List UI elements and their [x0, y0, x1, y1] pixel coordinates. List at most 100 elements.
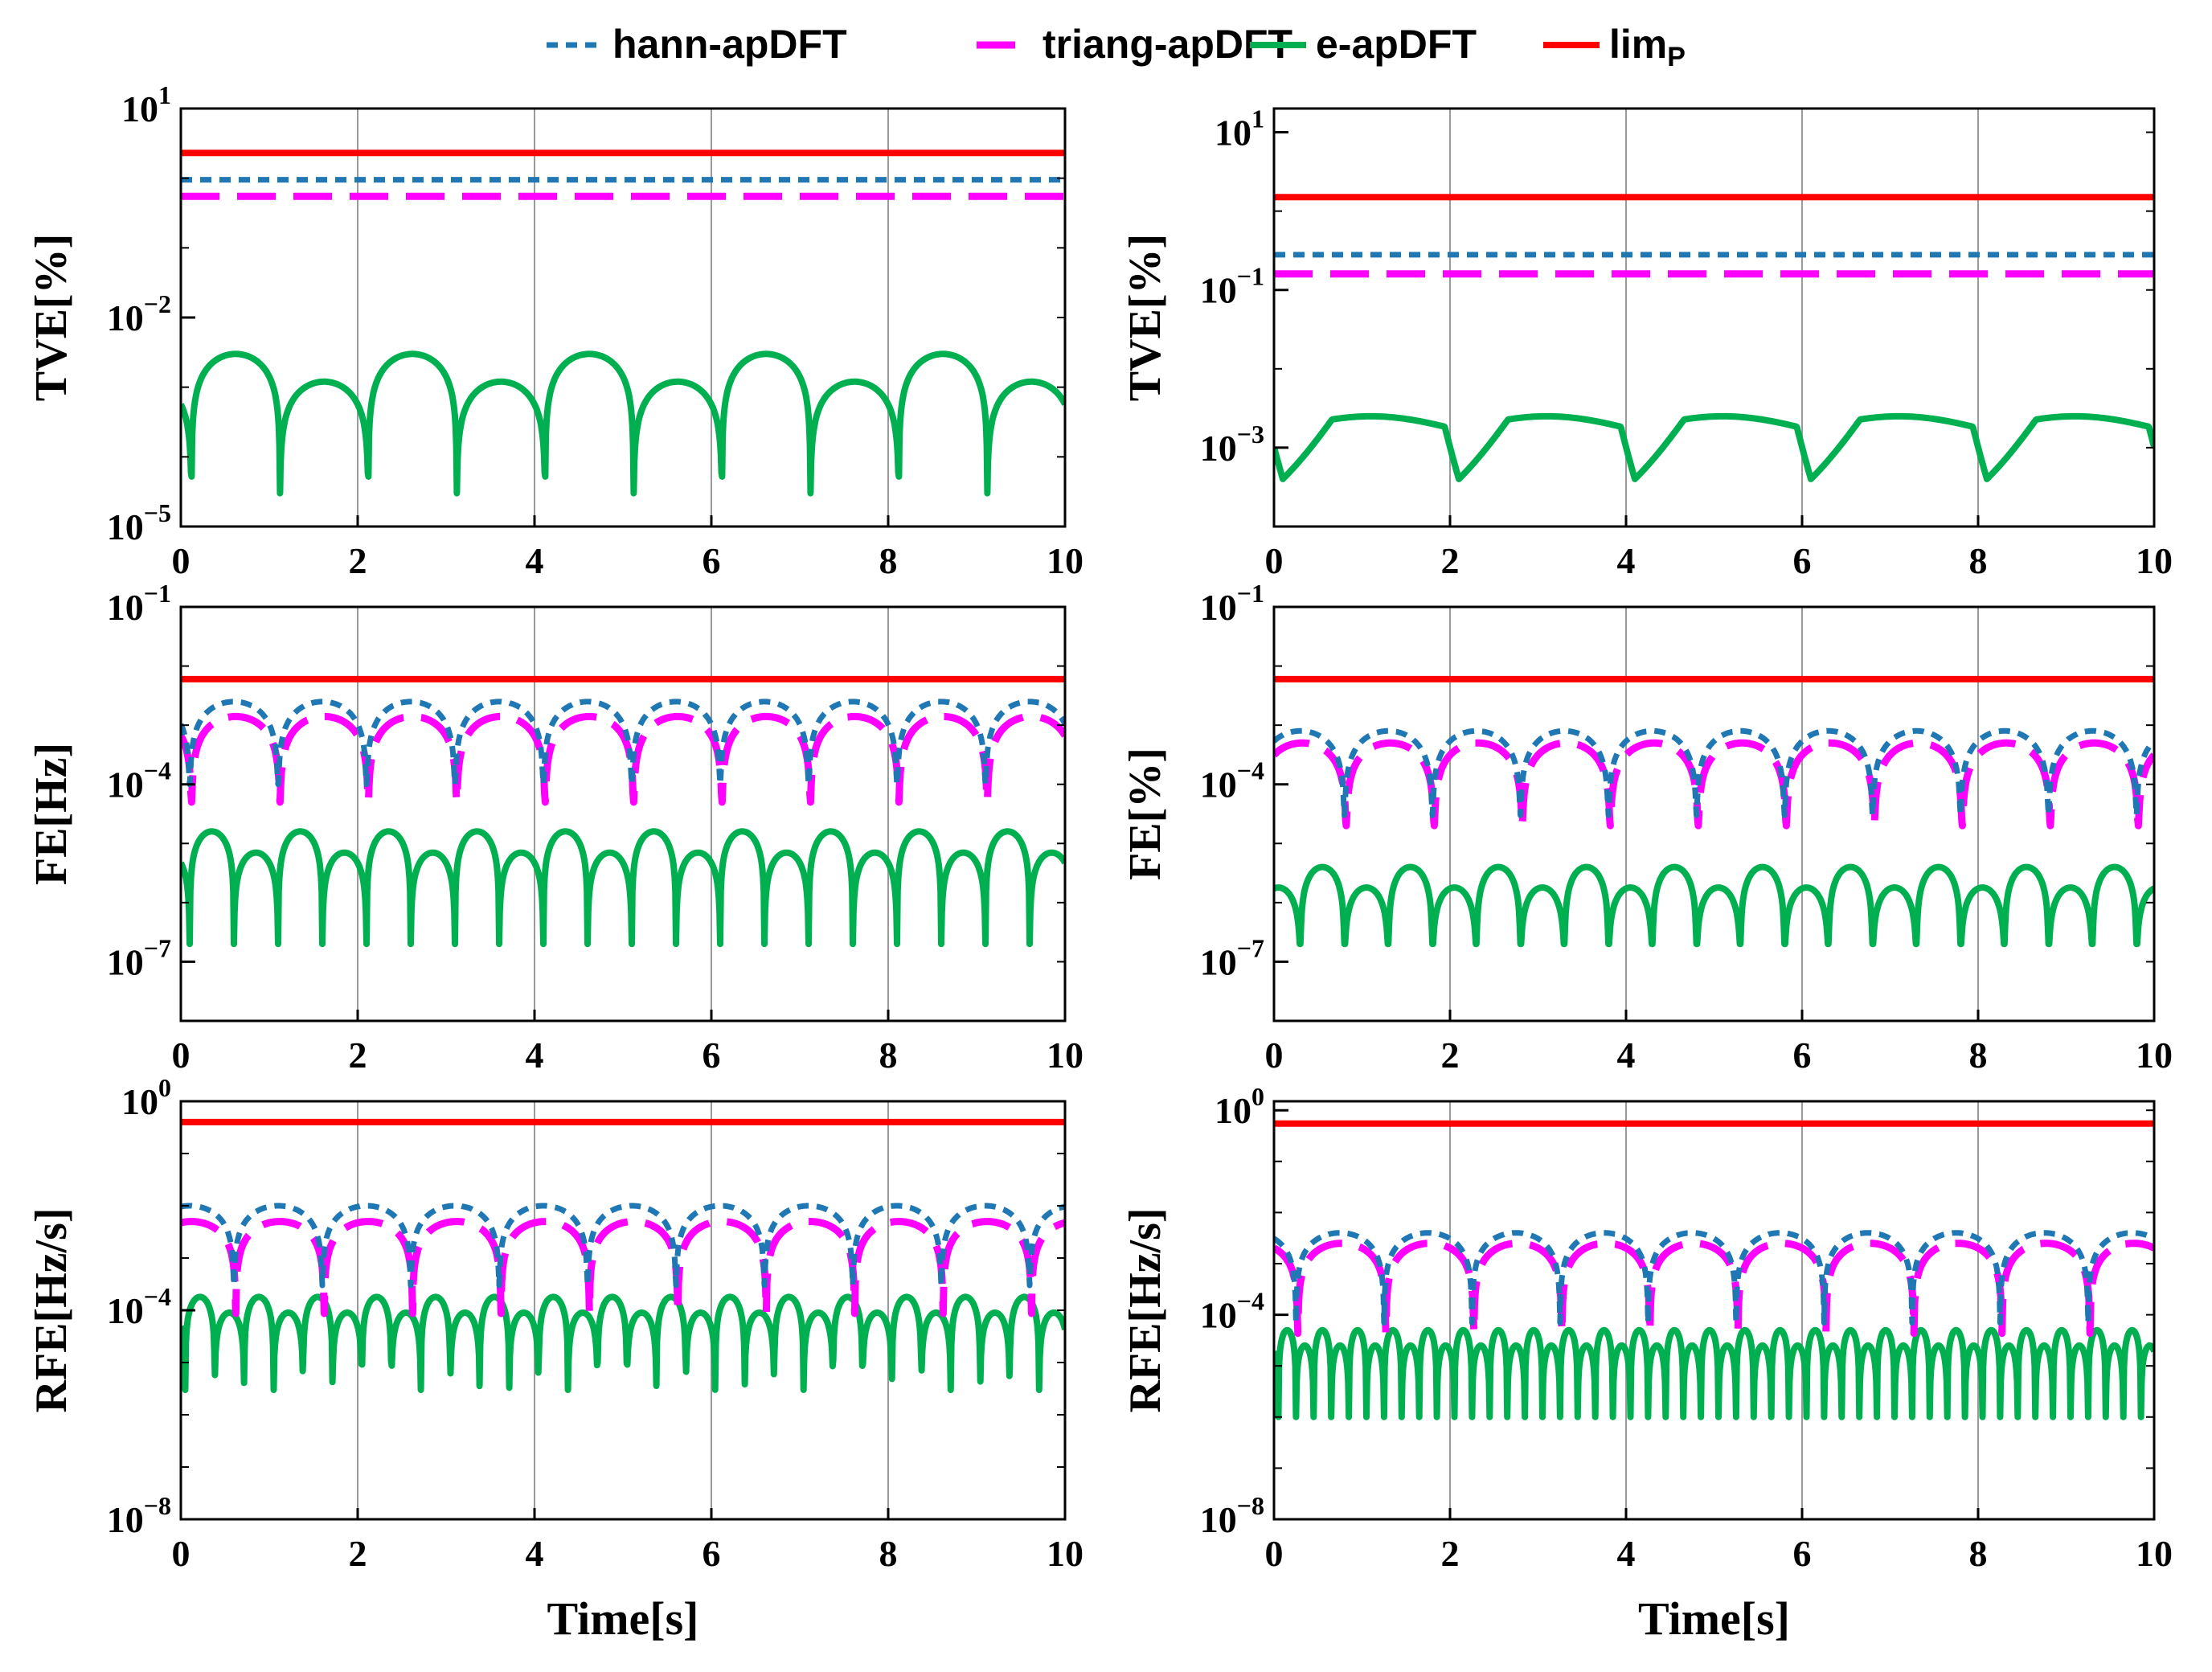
- x-tick-label: 8: [1969, 1533, 1988, 1574]
- x-tick-label: 10: [2136, 540, 2173, 581]
- x-tick-label: 6: [1793, 1035, 1812, 1076]
- plot-area: [1274, 1120, 2154, 1420]
- x-tick-label: 10: [1047, 1035, 1083, 1076]
- y-tick-label: 10−7: [1200, 933, 1264, 982]
- x-tick-label: 2: [1441, 1533, 1460, 1574]
- y-tick-label: 10−3: [1200, 420, 1264, 469]
- x-tick-label: 8: [1969, 540, 1988, 581]
- series-e: [181, 350, 1065, 497]
- series-hann: [1274, 727, 2154, 818]
- series-e: [1274, 863, 2154, 948]
- x-tick-label: 0: [172, 1035, 190, 1076]
- x-tick-label: 6: [1793, 540, 1812, 581]
- legend-subscript: P: [1667, 42, 1686, 72]
- plot-area: [1274, 194, 2154, 482]
- x-tick-label: 10: [2136, 1035, 2173, 1076]
- x-tick-label: 8: [879, 1533, 898, 1574]
- y-tick-label: 100: [121, 1073, 171, 1122]
- x-tick-label: 4: [1617, 540, 1636, 581]
- x-tick-label: 4: [526, 1533, 544, 1574]
- panel-a: 101 10−2 10−50 2 4 6 8 10 TVE[%]: [27, 80, 1083, 581]
- axes-frame: [1272, 107, 2156, 528]
- y-axis-label: RFE[Hz/s]: [1120, 1207, 1170, 1412]
- y-tick-label: 101: [1215, 104, 1264, 154]
- x-tick-label: 8: [879, 1035, 898, 1076]
- x-tick-label: 10: [2136, 1533, 2173, 1574]
- plot-area: [181, 1118, 1065, 1393]
- x-axis-label: Time[s]: [547, 1592, 698, 1645]
- x-tick-label: 0: [1265, 1533, 1284, 1574]
- legend: hann-apDFT triang-apDFT e-apDFT limP: [547, 22, 1686, 72]
- legend-item-e: e-apDFT: [1250, 22, 1477, 67]
- series-triang: [181, 1218, 1065, 1318]
- y-axis-label: FE[%]: [1120, 748, 1170, 880]
- legend-item-lim: limP: [1543, 22, 1686, 72]
- y-tick-label: 10−4: [107, 1282, 171, 1331]
- y-axis-label: FE[Hz]: [27, 743, 76, 885]
- x-tick-label: 4: [526, 540, 544, 581]
- y-tick-label: 10−4: [1200, 1287, 1264, 1336]
- legend-item-triang: triang-apDFT: [977, 22, 1292, 67]
- y-tick-label: 10−1: [1200, 262, 1264, 311]
- x-tick-label: 0: [1265, 540, 1284, 581]
- y-tick-label: 10−1: [1200, 579, 1264, 628]
- axes-frame: [1272, 1100, 2156, 1521]
- legend-item-hann: hann-apDFT: [547, 22, 847, 67]
- x-tick-label: 4: [1617, 1533, 1636, 1574]
- y-axis-label: TVE[%]: [27, 234, 76, 401]
- plot-area: [181, 675, 1065, 948]
- y-tick-label: 10−1: [107, 579, 171, 628]
- series-hann: [1274, 1230, 2154, 1326]
- x-tick-label: 10: [1047, 540, 1083, 581]
- x-tick-label: 6: [703, 1035, 721, 1076]
- x-tick-label: 10: [1047, 1533, 1083, 1574]
- legend-label-lim: limP: [1609, 22, 1686, 72]
- series-e: [181, 1293, 1065, 1393]
- x-tick-label: 2: [349, 540, 367, 581]
- y-tick-label: 10−8: [107, 1491, 171, 1540]
- x-axis-label: Time[s]: [1638, 1592, 1790, 1645]
- x-tick-label: 2: [1441, 1035, 1460, 1076]
- axes-frame: [1272, 605, 2156, 1022]
- legend-label-e: e-apDFT: [1316, 22, 1477, 67]
- series-triang: [181, 712, 1065, 806]
- y-tick-label: 10−2: [107, 289, 171, 338]
- y-tick-label: 10−5: [107, 498, 171, 547]
- y-tick-label: 10−4: [1200, 756, 1264, 805]
- series-triang: [1274, 1240, 2154, 1338]
- x-tick-label: 4: [1617, 1035, 1636, 1076]
- panel-d: 10−1 10−4 10−7 0 2 4 6 8 10 FE[%]: [1120, 579, 2173, 1076]
- x-tick-label: 0: [172, 540, 190, 581]
- axes-frame: [179, 605, 1067, 1022]
- x-tick-label: 0: [172, 1533, 190, 1574]
- y-axis-label: TVE[%]: [1120, 234, 1170, 401]
- x-tick-label: 8: [879, 540, 898, 581]
- y-axis-label: RFE[Hz/s]: [27, 1207, 76, 1412]
- series-e: [1274, 412, 2154, 482]
- panel-c: 10−1 10−4 10−7 0 2 4 6 8 10 FE[Hz]: [27, 579, 1083, 1076]
- panel-b: 101 10−1 10−3 0 2 4 6 8 10 TVE[%]: [1120, 104, 2173, 581]
- x-tick-label: 6: [1793, 1533, 1812, 1574]
- y-tick-label: 10−8: [1200, 1491, 1264, 1540]
- series-e: [181, 828, 1065, 948]
- panel-e: 100 10−4 10−80 2 4 6 8 10 RFE[Hz/s] Time[s]: [27, 1073, 1083, 1645]
- x-tick-label: 8: [1969, 1035, 1988, 1076]
- legend-label-hann: hann-apDFT: [612, 22, 847, 67]
- y-tick-label: 100: [1215, 1082, 1264, 1131]
- y-tick-label: 10−4: [107, 756, 171, 805]
- plot-area: [1274, 675, 2154, 948]
- series-e: [1274, 1326, 2154, 1420]
- series-hann: [181, 1203, 1065, 1289]
- x-tick-label: 2: [1441, 540, 1460, 581]
- x-tick-label: 2: [349, 1533, 367, 1574]
- y-tick-label: 101: [121, 80, 171, 129]
- axes-frame: [179, 107, 1067, 528]
- x-tick-label: 6: [703, 540, 721, 581]
- plot-area: [181, 150, 1065, 497]
- series-triang: [1274, 739, 2154, 830]
- x-tick-label: 0: [1265, 1035, 1284, 1076]
- x-tick-label: 6: [703, 1533, 721, 1574]
- x-tick-label: 2: [349, 1035, 367, 1076]
